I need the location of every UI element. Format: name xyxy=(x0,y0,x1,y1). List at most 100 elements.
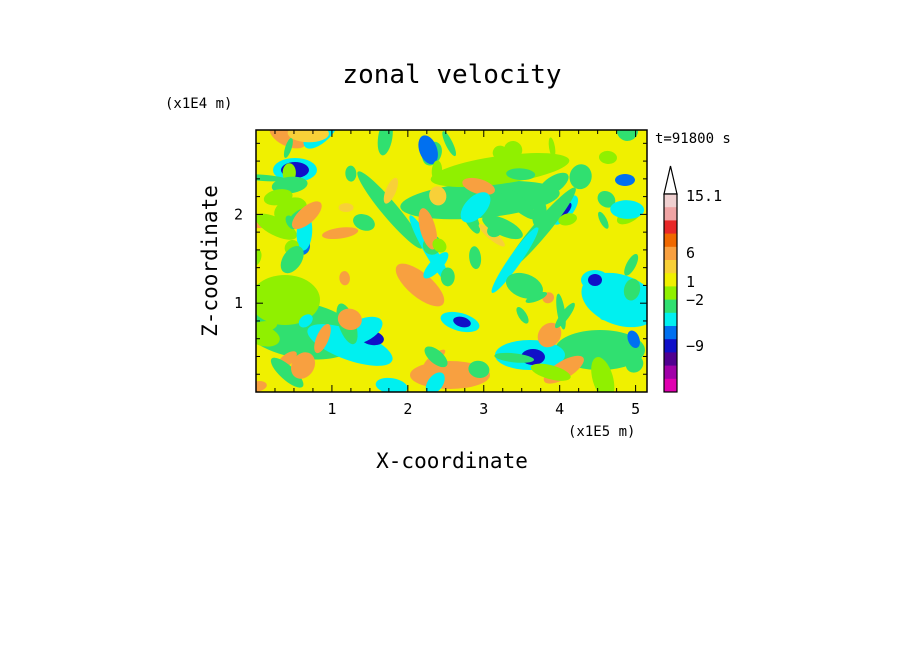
colorbar-cell xyxy=(664,233,677,248)
field-patch xyxy=(453,316,471,328)
field-patch xyxy=(383,177,399,204)
colorbar-cell xyxy=(664,286,677,300)
field-patch xyxy=(424,346,448,368)
x-tick-label: 5 xyxy=(631,400,640,418)
field-patch xyxy=(395,263,445,307)
y-scale-label: (x1E4 m) xyxy=(165,96,232,112)
field-patch xyxy=(377,130,393,156)
x-tick-label: 4 xyxy=(555,400,564,418)
colorbar-cell xyxy=(664,220,677,234)
field-patch xyxy=(537,322,562,348)
colorbar-cell xyxy=(664,246,677,261)
field-patch xyxy=(256,174,287,182)
field-patch xyxy=(491,227,539,293)
field-patch xyxy=(291,201,322,230)
field-patch xyxy=(492,145,508,160)
colorbar-label: −9 xyxy=(686,337,704,355)
field-patch xyxy=(482,215,523,240)
field-patch xyxy=(530,363,571,381)
chart-title: zonal velocity xyxy=(342,60,561,90)
field-patch xyxy=(425,372,445,392)
field-patch xyxy=(314,323,331,354)
field-patch xyxy=(270,357,304,388)
field-patch xyxy=(588,274,602,286)
field-patch xyxy=(548,137,556,158)
field-patch xyxy=(516,307,529,324)
field-patch xyxy=(610,200,645,219)
field-patch xyxy=(624,253,639,276)
field-patch xyxy=(375,377,408,392)
colorbar-label: −2 xyxy=(686,291,704,309)
field-patch xyxy=(597,190,616,208)
colorbar-cell xyxy=(664,299,677,314)
field-patch xyxy=(256,325,280,347)
field-patch xyxy=(256,213,297,240)
field-patch xyxy=(462,177,496,195)
field-patch xyxy=(429,186,447,206)
colorbar-cell xyxy=(664,352,677,366)
heatmap-area xyxy=(255,129,648,393)
colorbar-cell xyxy=(664,273,677,287)
field-patch xyxy=(287,130,329,143)
field-patch xyxy=(506,168,536,181)
colorbar-cell xyxy=(664,260,677,274)
y-axis-title: Z-coordinate xyxy=(198,185,222,337)
colorbar-cell xyxy=(664,378,677,393)
y-tick-label: 1 xyxy=(234,294,243,312)
field-patch xyxy=(440,267,455,287)
field-patch xyxy=(418,135,438,165)
field-patch xyxy=(353,214,375,231)
colorbar-label: 1 xyxy=(686,273,695,291)
field-patch xyxy=(625,355,644,373)
colorbar-cell xyxy=(664,312,677,327)
field-patch xyxy=(591,357,615,392)
field-patch xyxy=(569,164,592,190)
colorbar-top-arrow xyxy=(663,165,678,195)
colorbar-cell xyxy=(664,365,677,380)
field-patch xyxy=(418,208,438,250)
time-label: t=91800 s xyxy=(655,131,731,147)
field-patch xyxy=(460,192,491,223)
field-patch xyxy=(345,165,357,182)
field-patch xyxy=(291,352,316,379)
colorbar-label: 15.1 xyxy=(686,187,722,205)
field-patch xyxy=(506,272,543,299)
field-patch xyxy=(598,211,609,229)
colorbar-cell xyxy=(664,207,677,221)
field-patch xyxy=(468,360,490,378)
field-patch xyxy=(598,150,617,165)
field-patch xyxy=(442,131,457,157)
y-tick-label: 2 xyxy=(234,205,243,223)
field-patch xyxy=(338,203,354,213)
plot-frame xyxy=(255,129,648,393)
field-patch xyxy=(280,246,304,274)
field-patch xyxy=(558,213,577,226)
field-patch xyxy=(263,189,293,206)
x-tick-label: 3 xyxy=(479,400,488,418)
colorbar: 15.1 6 1−2 −9 xyxy=(663,165,722,393)
field-patch xyxy=(256,381,267,392)
colorbar-cell xyxy=(664,339,677,353)
colorbar-cell xyxy=(664,326,677,340)
field-patch xyxy=(615,174,635,186)
field-patch xyxy=(503,140,523,160)
field-patch xyxy=(269,130,307,149)
field-patch xyxy=(500,187,537,220)
field-patch xyxy=(623,278,641,301)
x-tick-label: 1 xyxy=(327,400,336,418)
field-patch xyxy=(337,308,362,330)
field-patch xyxy=(298,314,313,328)
x-axis-title: X-coordinate xyxy=(376,449,528,473)
field-patch xyxy=(423,252,449,279)
field-patch xyxy=(322,227,359,240)
field-patch xyxy=(256,275,320,325)
field-patch xyxy=(283,137,293,158)
field-patch xyxy=(432,238,447,253)
field-patch xyxy=(494,352,535,363)
field-patch xyxy=(537,172,569,197)
field-patch xyxy=(339,271,350,286)
field-patch xyxy=(627,330,640,349)
colorbar-frame xyxy=(663,193,678,393)
field-patch xyxy=(430,153,570,187)
